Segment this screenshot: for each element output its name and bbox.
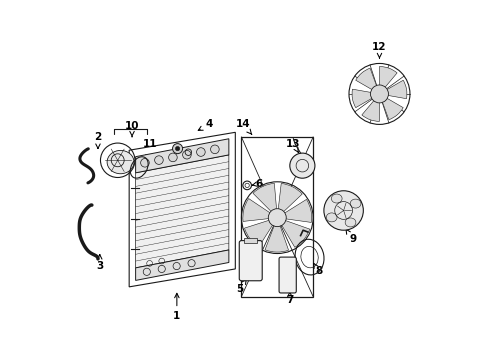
- Text: 11: 11: [142, 139, 157, 164]
- Circle shape: [269, 209, 286, 226]
- Text: 6: 6: [252, 179, 263, 189]
- Text: 1: 1: [173, 293, 180, 321]
- Circle shape: [196, 148, 205, 156]
- Wedge shape: [379, 94, 403, 120]
- Wedge shape: [362, 94, 379, 121]
- Wedge shape: [379, 80, 407, 99]
- Wedge shape: [277, 199, 312, 222]
- Wedge shape: [379, 67, 397, 94]
- Circle shape: [183, 150, 191, 159]
- Text: 13: 13: [286, 139, 301, 152]
- Bar: [245, 238, 257, 243]
- Ellipse shape: [350, 199, 361, 208]
- Circle shape: [211, 145, 219, 154]
- Polygon shape: [136, 139, 229, 173]
- Wedge shape: [265, 218, 289, 252]
- Wedge shape: [245, 218, 277, 247]
- Circle shape: [169, 153, 177, 162]
- Text: 8: 8: [314, 263, 322, 276]
- Polygon shape: [136, 250, 229, 280]
- Text: 5: 5: [236, 279, 246, 294]
- Circle shape: [141, 158, 149, 167]
- Circle shape: [370, 85, 389, 103]
- Wedge shape: [277, 184, 302, 218]
- Polygon shape: [136, 155, 229, 268]
- Circle shape: [172, 144, 183, 154]
- Ellipse shape: [345, 218, 356, 227]
- Wedge shape: [277, 218, 310, 247]
- Text: 12: 12: [372, 42, 387, 58]
- FancyBboxPatch shape: [279, 257, 296, 293]
- Circle shape: [155, 156, 163, 165]
- Ellipse shape: [107, 150, 134, 174]
- Wedge shape: [356, 68, 379, 94]
- Text: 9: 9: [346, 229, 356, 244]
- Circle shape: [324, 191, 364, 230]
- Ellipse shape: [326, 213, 337, 222]
- Circle shape: [290, 153, 315, 178]
- Circle shape: [175, 147, 180, 151]
- Wedge shape: [253, 183, 277, 218]
- Text: 3: 3: [96, 255, 103, 271]
- Text: 4: 4: [198, 120, 213, 130]
- Text: 14: 14: [236, 120, 252, 134]
- Wedge shape: [352, 89, 379, 108]
- Polygon shape: [129, 132, 235, 287]
- Ellipse shape: [331, 194, 342, 203]
- Text: 7: 7: [286, 292, 294, 305]
- Text: 2: 2: [95, 132, 101, 148]
- Bar: [242, 137, 313, 297]
- FancyBboxPatch shape: [239, 240, 262, 281]
- Wedge shape: [243, 199, 277, 221]
- Text: 10: 10: [125, 121, 139, 137]
